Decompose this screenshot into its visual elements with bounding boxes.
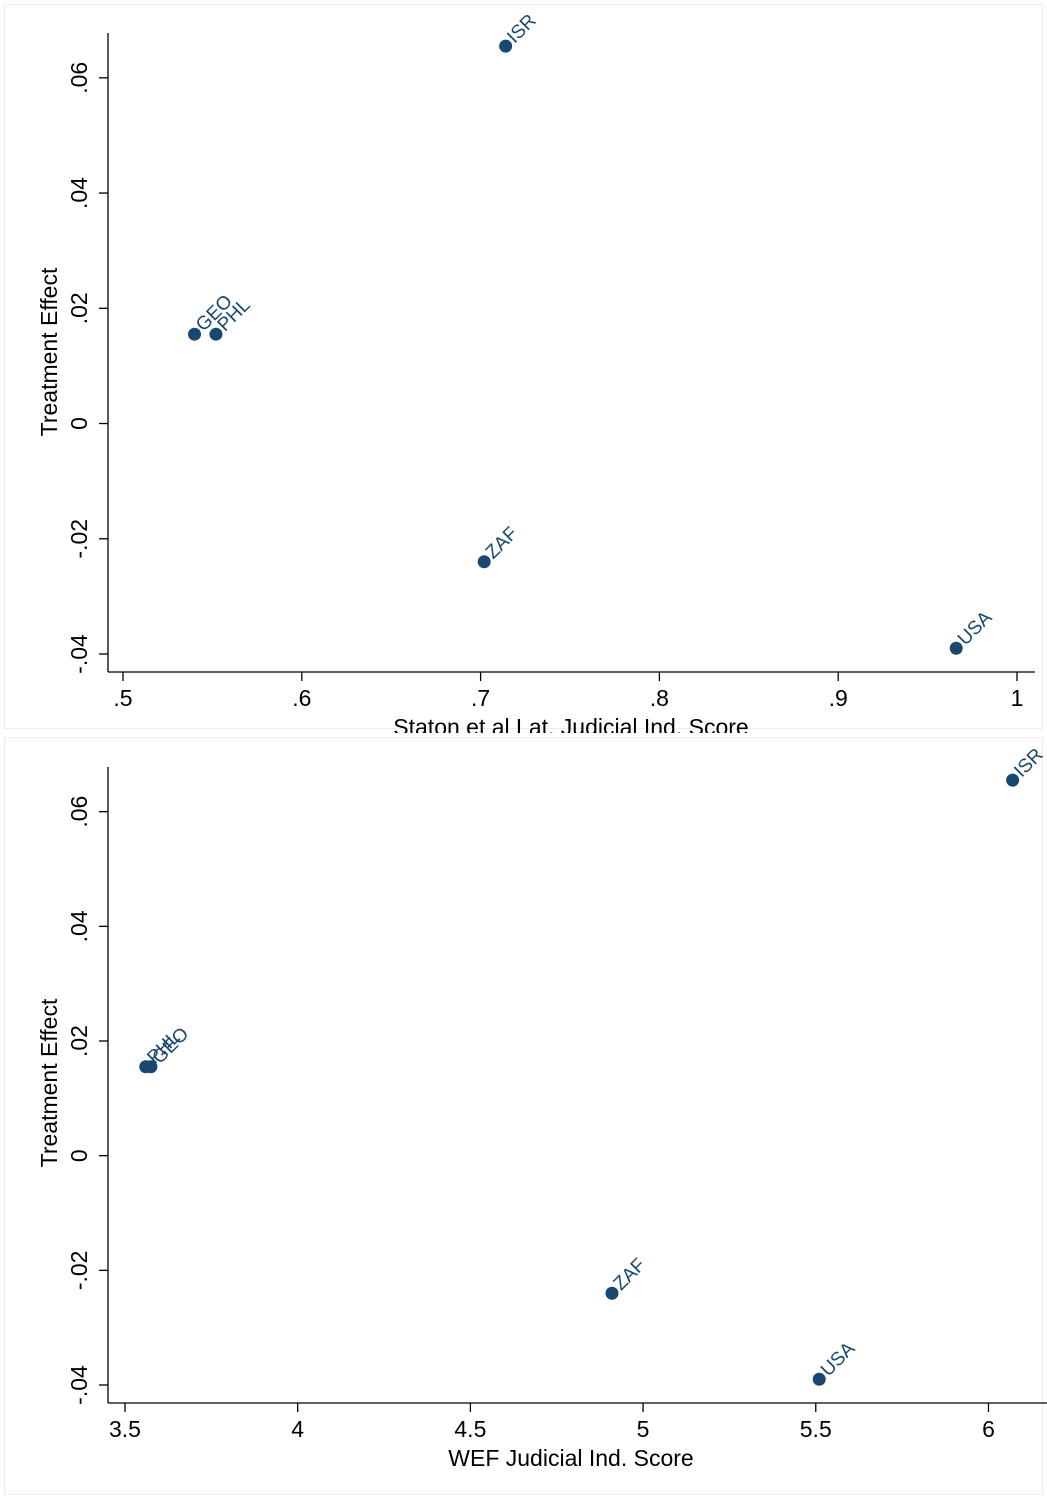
y-tick-label: -.02 (66, 1251, 92, 1291)
x-axis-title: Staton et al Lat. Judicial Ind. Score (393, 714, 748, 733)
y-tick-label: .06 (66, 796, 92, 828)
data-point-geo (188, 327, 202, 341)
x-tick-label: 4.5 (454, 1416, 486, 1442)
chart-panel-bottom: -.04 -.02 0 .02 .04 .06 3.5 4 4.5 5 5.5 6 WEF Judici… (0, 733, 1047, 1499)
y-tick-label: -.02 (66, 519, 92, 559)
x-tick-label: 6 (982, 1416, 995, 1442)
data-point-usa (949, 641, 963, 655)
data-point-isr (1006, 773, 1020, 787)
x-axis-title: WEF Judicial Ind. Score (448, 1445, 693, 1471)
scatter-plot-wef: -.04 -.02 0 .02 .04 .06 3.5 4 4.5 5 5.5 6 WEF Judici… (36, 744, 1047, 1471)
x-tick-label: .5 (113, 685, 132, 711)
x-tick-label: 1 (1011, 685, 1024, 711)
y-tick-label: .04 (66, 910, 92, 942)
y-tick-label: .02 (66, 292, 92, 324)
x-tick-label: 4 (291, 1416, 304, 1442)
data-point-usa (812, 1372, 826, 1386)
x-tick-label: 5.5 (800, 1416, 832, 1442)
x-tick-label: 5 (637, 1416, 650, 1442)
data-point-phl (209, 327, 223, 341)
x-tick-label: .8 (650, 685, 669, 711)
y-tick-label: .06 (66, 62, 92, 94)
chart-panel-top: -.04 -.02 0 .02 .04 .06 .5 .6 .7 .8 .9 1 Staton et a… (0, 0, 1047, 733)
y-tick-label: 0 (66, 1149, 92, 1162)
data-point-isr (499, 39, 513, 53)
x-tick-label: .9 (829, 685, 848, 711)
y-tick-label: -.04 (66, 634, 92, 674)
x-tick-label: .7 (471, 685, 490, 711)
y-tick-label: 0 (66, 417, 92, 430)
data-point-geo (144, 1060, 158, 1074)
data-point-zaf (605, 1286, 619, 1300)
y-axis-title: Treatment Effect (36, 267, 62, 436)
y-tick-label: .02 (66, 1025, 92, 1057)
x-tick-label: .6 (292, 685, 311, 711)
data-point-zaf (477, 555, 491, 569)
y-tick-label: .04 (66, 177, 92, 209)
x-tick-label: 3.5 (109, 1416, 141, 1442)
scatter-plot-staton: -.04 -.02 0 .02 .04 .06 .5 .6 .7 .8 .9 1 Staton et a… (36, 10, 1035, 733)
y-axis-title: Treatment Effect (36, 998, 62, 1167)
y-tick-label: -.04 (66, 1365, 92, 1405)
